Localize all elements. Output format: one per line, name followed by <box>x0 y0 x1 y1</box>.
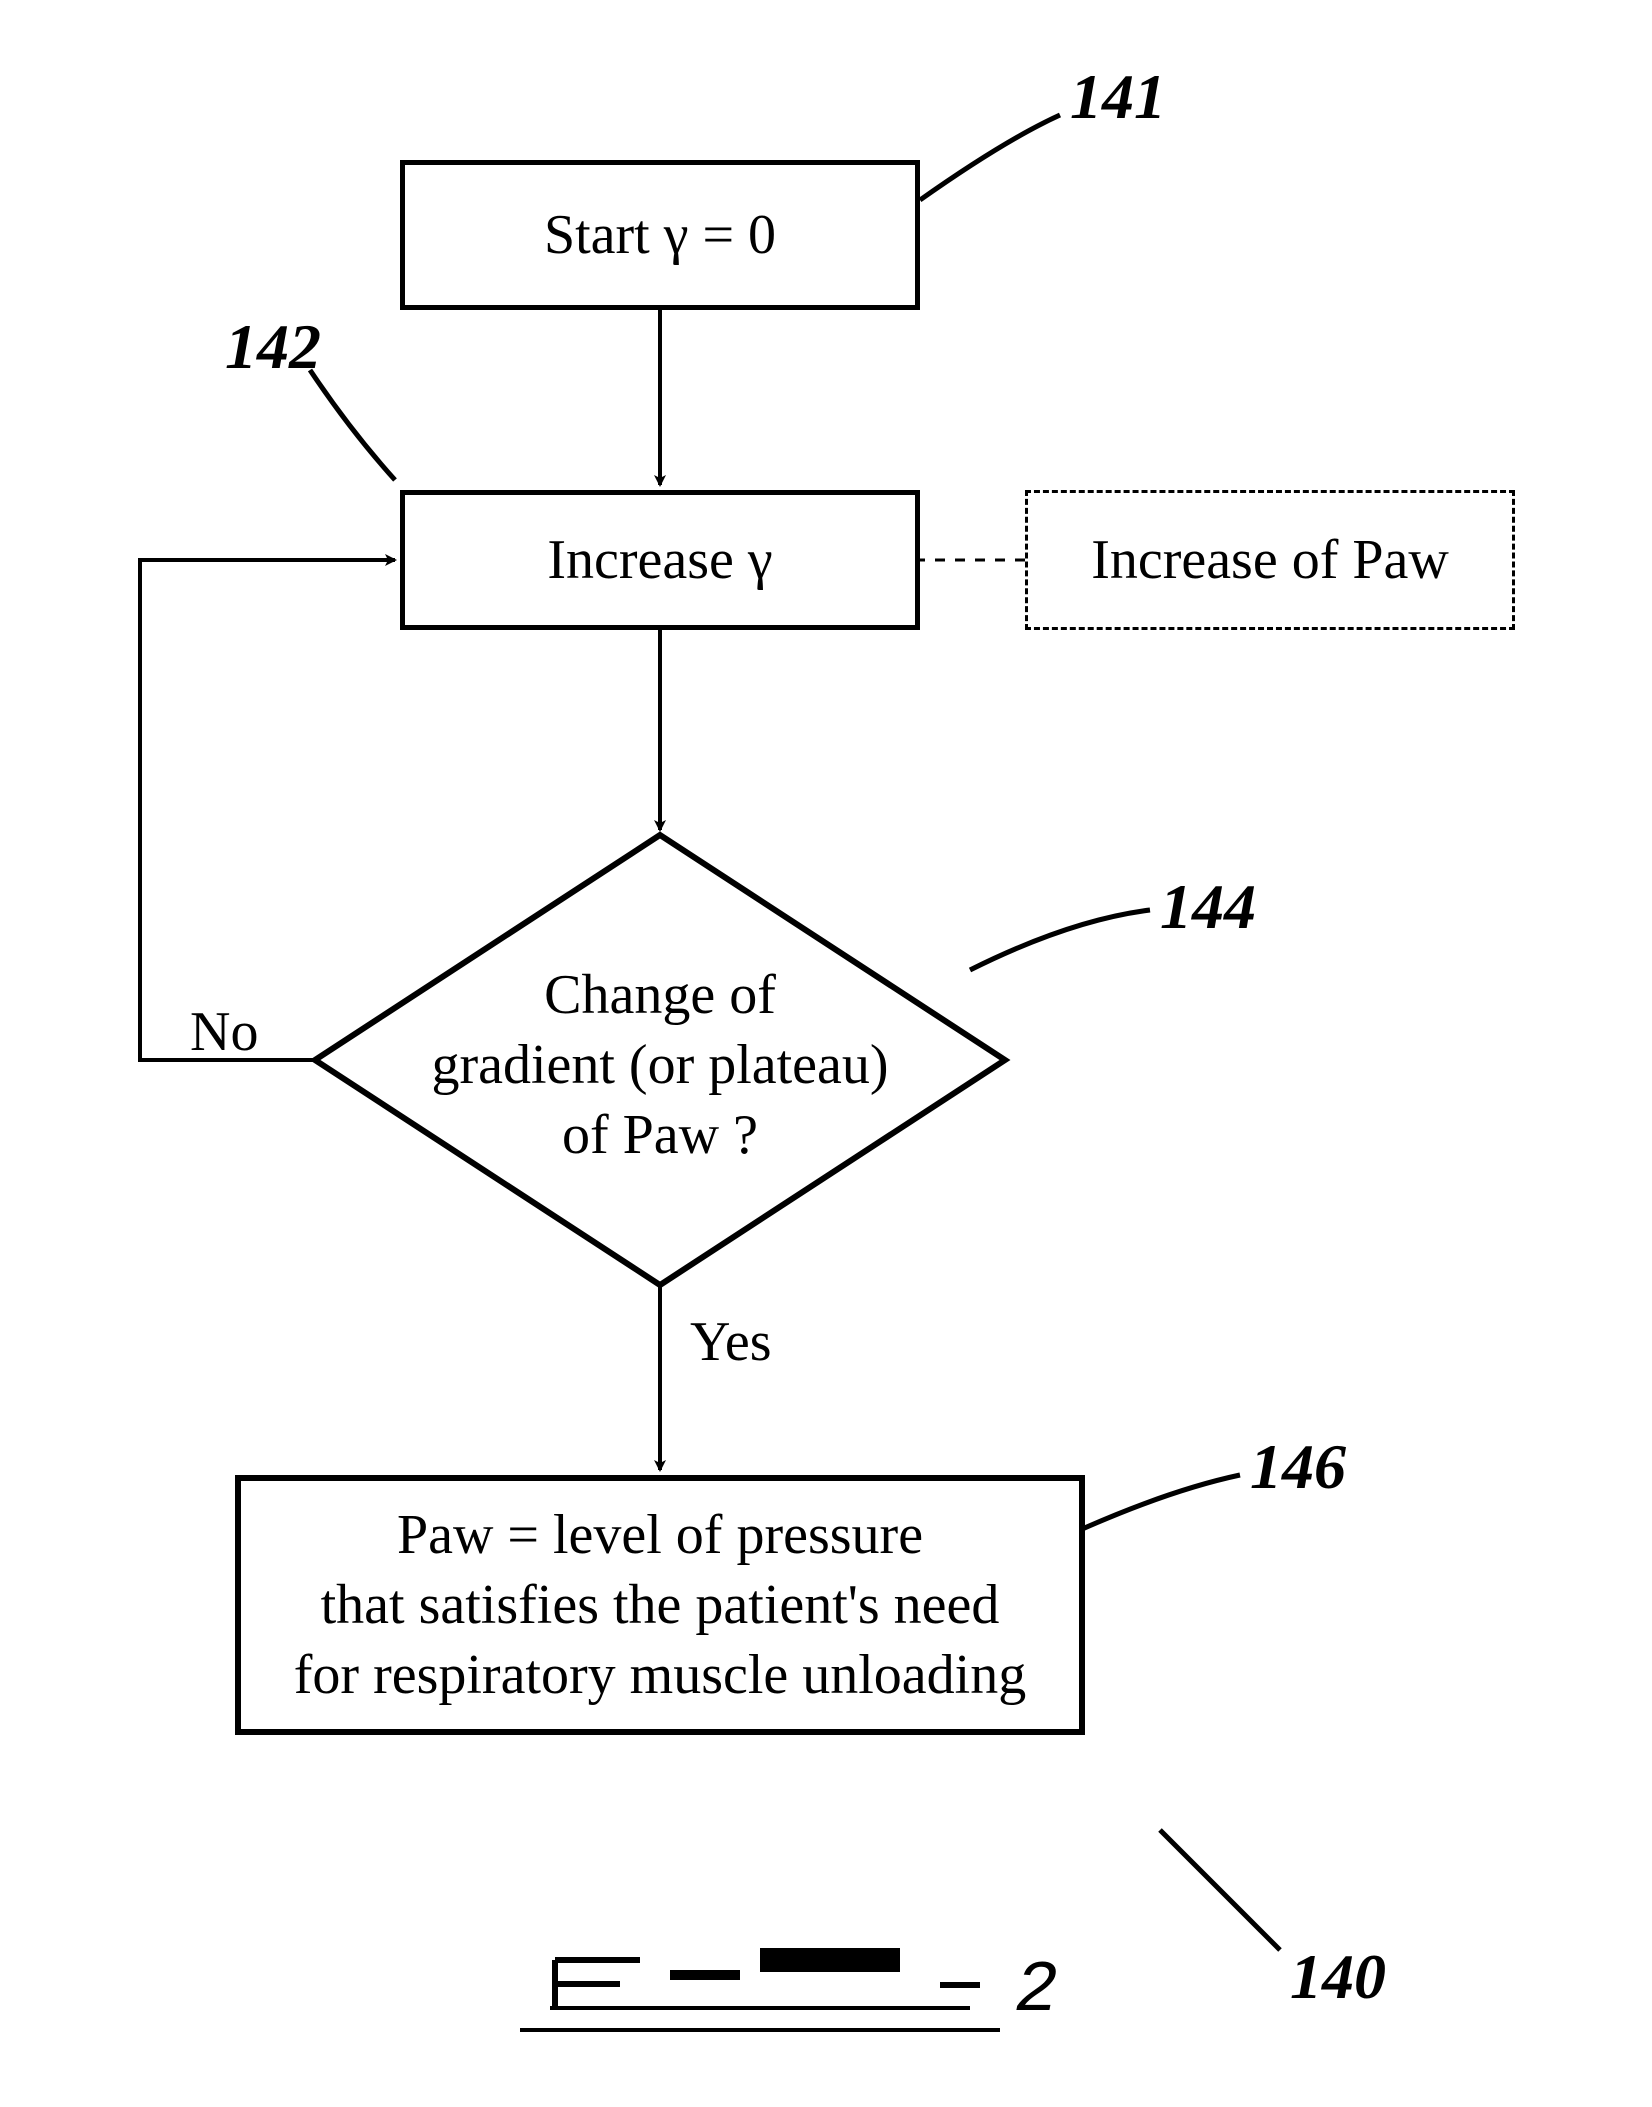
result-line3: for respiratory muscle unloading <box>294 1644 1026 1706</box>
result-box: Paw = level of pressure that satisfies t… <box>235 1475 1085 1735</box>
decision-line1: Change of <box>544 964 776 1026</box>
callout-144 <box>970 910 1150 970</box>
result-line1: Paw = level of pressure <box>397 1504 923 1566</box>
no-path <box>140 560 395 1060</box>
increase-text: Increase γ <box>547 525 772 595</box>
callout-142 <box>310 370 395 480</box>
callout-140 <box>1160 1830 1280 1950</box>
ref-146: 146 <box>1250 1430 1346 1504</box>
result-line2: that satisfies the patient's need <box>321 1574 1000 1636</box>
decision-text: Change of gradient (or plateau) of Paw ? <box>400 960 920 1170</box>
decision-line3: of Paw ? <box>562 1104 758 1166</box>
ref-140: 140 <box>1290 1940 1386 2014</box>
ref-142: 142 <box>225 310 321 384</box>
decision-line2: gradient (or plateau) <box>431 1034 888 1096</box>
callout-141 <box>920 115 1060 200</box>
callout-146 <box>1080 1475 1240 1530</box>
flowchart-canvas: 2 Start γ = 0 141 Increase γ 142 Increas… <box>0 0 1652 2107</box>
figure-number: 2 <box>1015 1950 1058 2032</box>
increase-box: Increase γ <box>400 490 920 630</box>
paw-increase-text: Increase of Paw <box>1091 528 1449 592</box>
no-label: No <box>190 1000 258 1064</box>
start-box: Start γ = 0 <box>400 160 920 310</box>
figure-label-lines <box>520 1960 1000 2030</box>
paw-increase-box: Increase of Paw <box>1025 490 1515 630</box>
yes-label: Yes <box>690 1310 771 1374</box>
result-text-wrap: Paw = level of pressure that satisfies t… <box>294 1500 1026 1710</box>
ref-144: 144 <box>1160 870 1256 944</box>
ref-141: 141 <box>1070 60 1166 134</box>
start-text: Start γ = 0 <box>544 200 776 270</box>
